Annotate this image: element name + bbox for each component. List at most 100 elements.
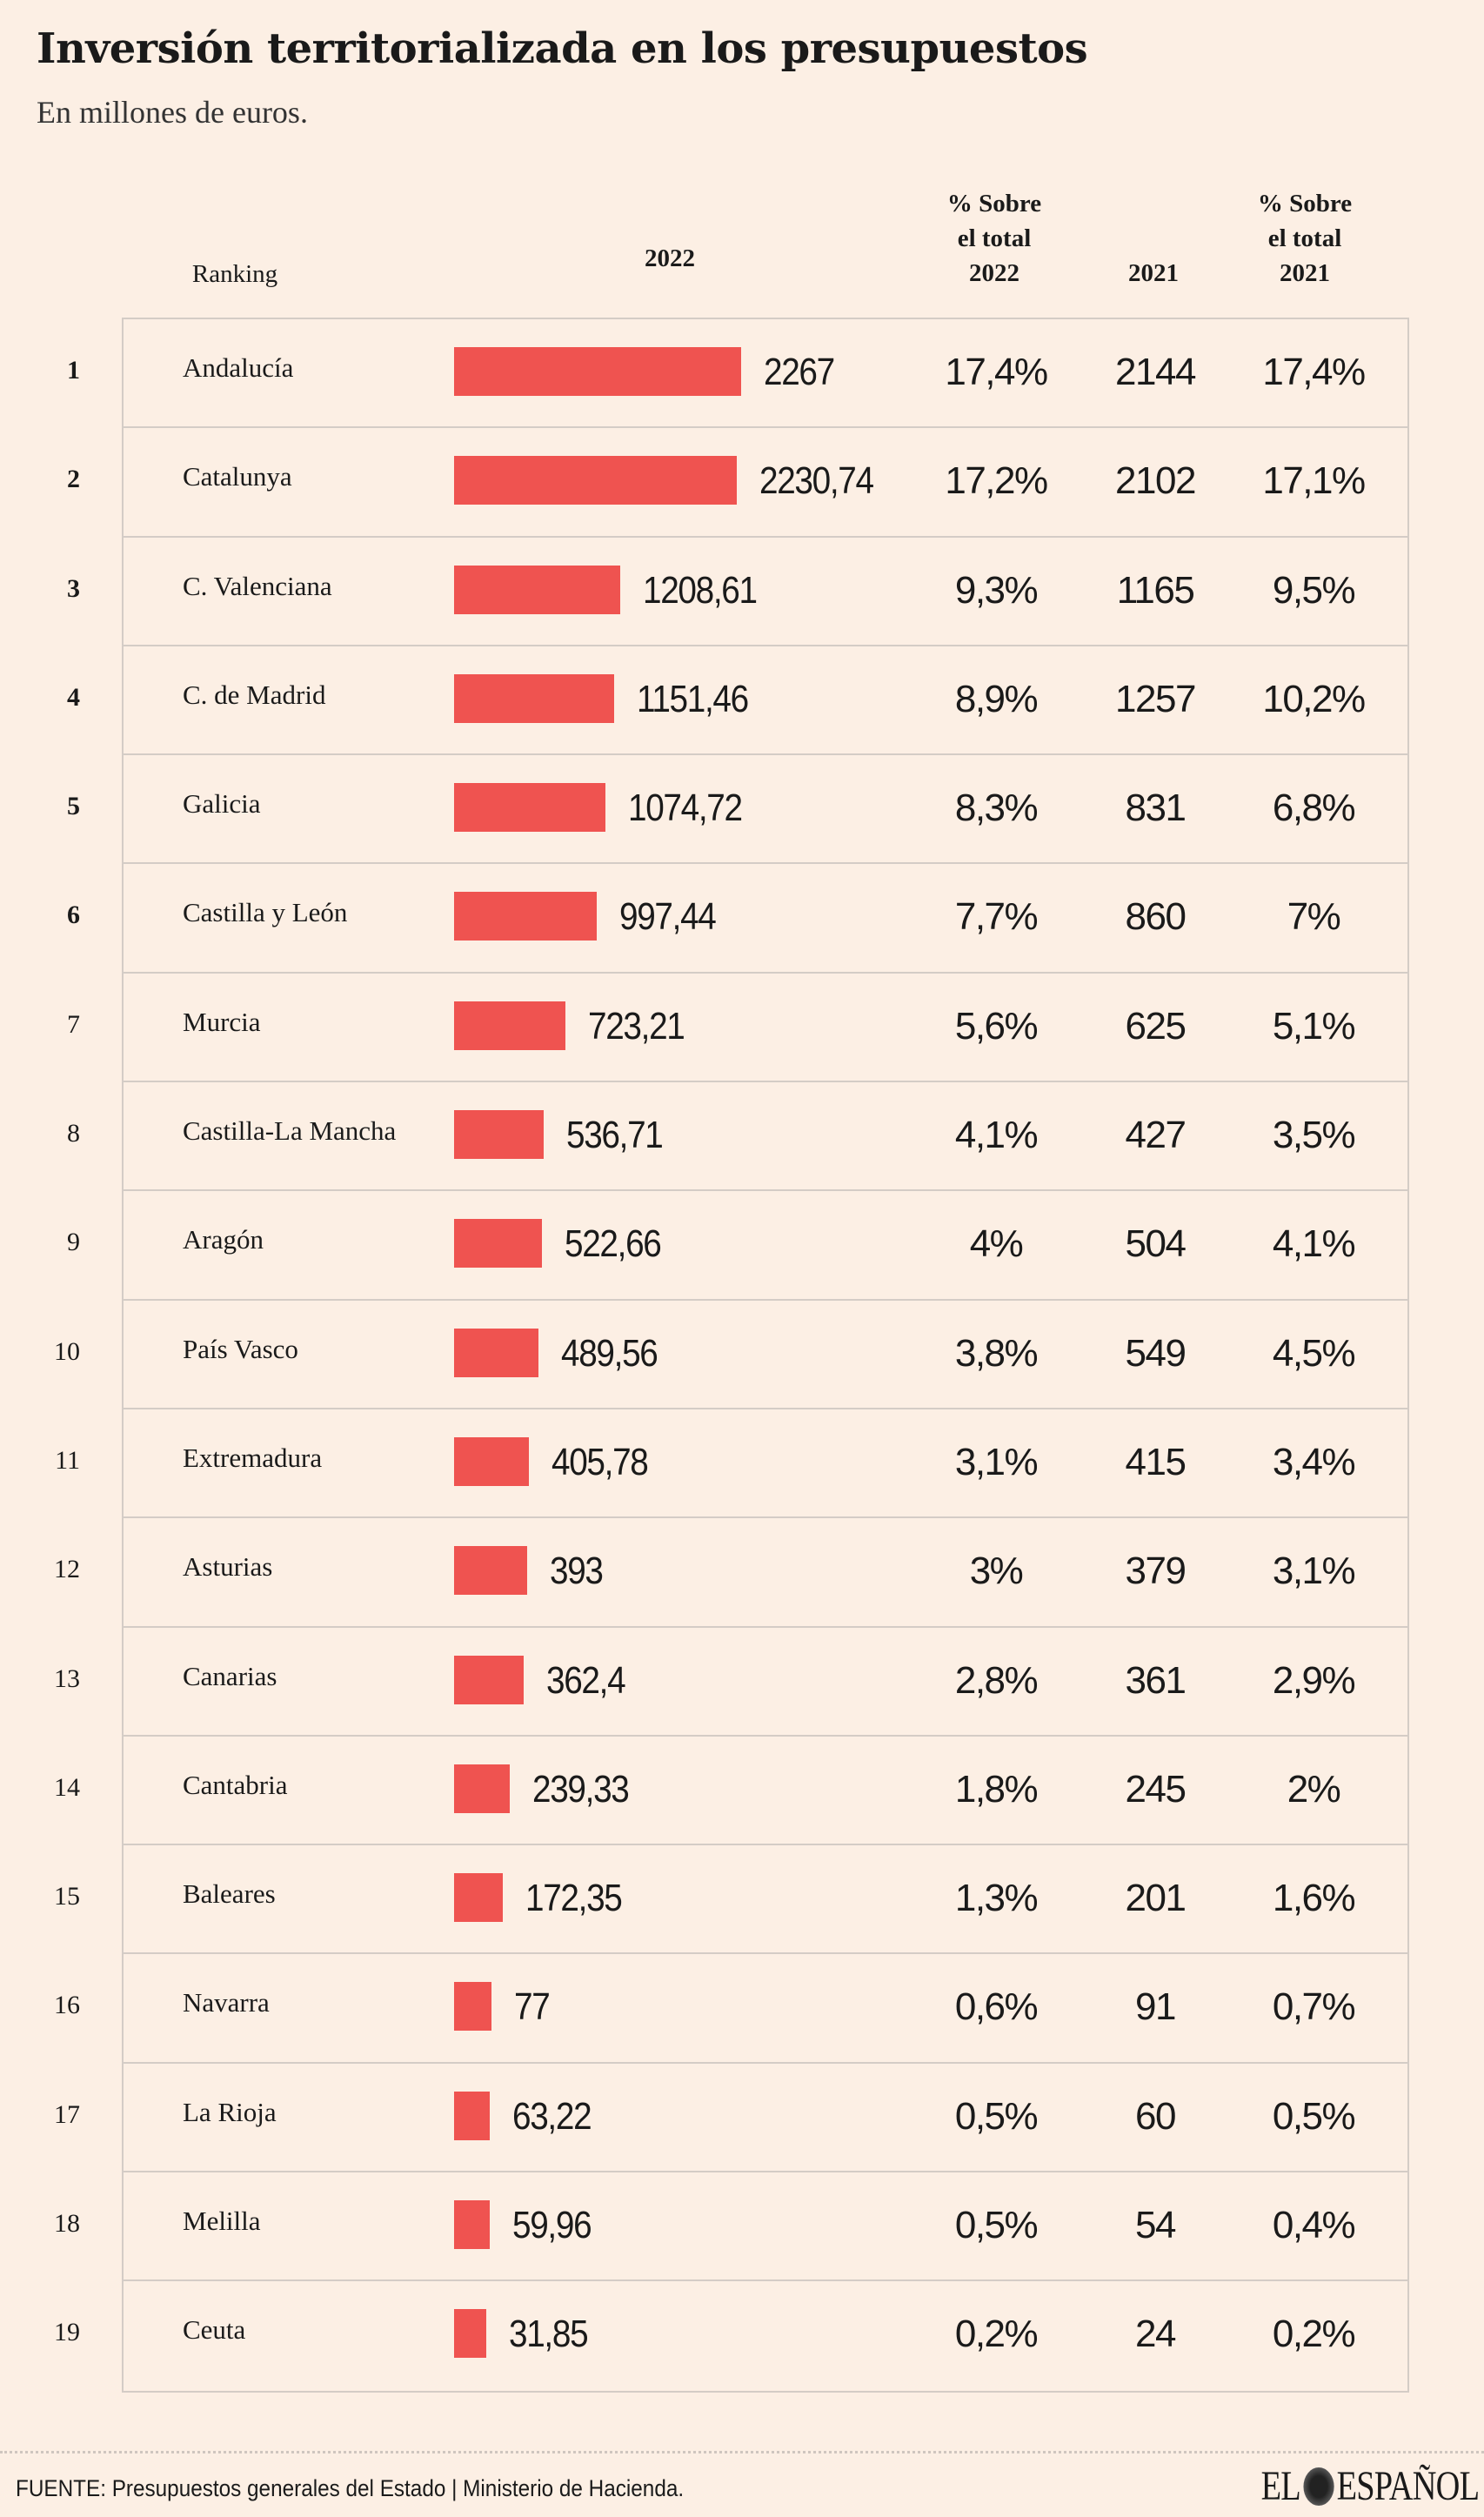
table-row: 5 Galicia 1074,72 8,3% 831 6,8% bbox=[67, 755, 1407, 865]
value-2021: 427 bbox=[1125, 1114, 1187, 1157]
region-name: Baleares bbox=[183, 1878, 276, 1910]
pct-2022: 1,8% bbox=[954, 1767, 1039, 1811]
pct-2022: 0,6% bbox=[954, 1985, 1039, 2029]
bar-2022 bbox=[454, 456, 738, 505]
region-name: Canarias bbox=[183, 1660, 277, 1691]
header-line: el total bbox=[1267, 224, 1342, 252]
region-name: Murcia bbox=[183, 1006, 261, 1037]
pct-2022: 0,5% bbox=[954, 2094, 1039, 2138]
value-2021: 91 bbox=[1135, 1985, 1176, 2029]
pct-2021: 1,6% bbox=[1272, 1877, 1356, 1920]
pct-2022: 8,9% bbox=[954, 677, 1039, 720]
value-2022: 1208,61 bbox=[643, 568, 758, 612]
table-row: 15 Baleares 172,35 1,3% 201 1,6% bbox=[54, 1845, 1407, 1955]
rank-number: 8 bbox=[67, 1119, 80, 1148]
value-2022: 77 bbox=[514, 1985, 551, 2029]
table-row: 1 Andalucía 2267 17,4% 2144 17,4% bbox=[67, 319, 1407, 429]
value-2022: 63,22 bbox=[512, 2094, 592, 2138]
pct-2021: 3,5% bbox=[1272, 1114, 1356, 1157]
pct-2022: 4,1% bbox=[954, 1114, 1039, 1157]
value-2021: 415 bbox=[1125, 1440, 1187, 1483]
rank-number: 2 bbox=[67, 465, 80, 494]
pct-2021: 0,7% bbox=[1272, 1985, 1356, 2029]
header-line: el total bbox=[957, 224, 1032, 252]
region-name: Aragón bbox=[183, 1224, 264, 1255]
pct-2021: 10,2% bbox=[1262, 677, 1366, 720]
rank-number: 15 bbox=[54, 1882, 80, 1911]
value-2022: 2267 bbox=[764, 351, 835, 393]
region-name: Castilla-La Mancha bbox=[183, 1115, 397, 1147]
value-2021: 1257 bbox=[1115, 677, 1196, 720]
source-note: FUENTE: Presupuestos generales del Estad… bbox=[16, 2475, 685, 2501]
bar-2022 bbox=[454, 2200, 490, 2250]
table-row: 4 C. de Madrid 1151,46 8,9% 1257 10,2% bbox=[67, 646, 1407, 756]
region-name: Castilla y León bbox=[183, 897, 348, 928]
bar-2022 bbox=[454, 1655, 525, 1704]
rank-number: 4 bbox=[67, 682, 80, 712]
rank-number: 14 bbox=[54, 1772, 80, 1802]
value-2022: 393 bbox=[550, 1550, 604, 1593]
bar-2022 bbox=[454, 1110, 545, 1160]
value-2022: 172,35 bbox=[525, 1877, 623, 1920]
logo-text-espanol: ESPAÑOL bbox=[1336, 2463, 1479, 2509]
pct-2021: 7% bbox=[1287, 895, 1341, 939]
region-name: Ceuta bbox=[183, 2314, 246, 2346]
pct-2021: 4,1% bbox=[1272, 1222, 1356, 1266]
value-2021: 361 bbox=[1125, 1658, 1187, 1702]
value-2021: 245 bbox=[1125, 1767, 1187, 1811]
header-line: % Sobre bbox=[946, 190, 1042, 218]
pct-2021: 3,4% bbox=[1272, 1440, 1356, 1483]
region-name: País Vasco bbox=[183, 1333, 298, 1364]
chart-title: Inversión territorializada en los presup… bbox=[37, 24, 1088, 73]
region-name: Asturias bbox=[183, 1551, 273, 1583]
value-2021: 201 bbox=[1125, 1877, 1187, 1920]
pct-2021: 9,5% bbox=[1272, 568, 1356, 612]
table-row: 7 Murcia 723,21 5,6% 625 5,1% bbox=[67, 974, 1407, 1083]
bar-2022 bbox=[454, 1982, 492, 2032]
rank-number: 3 bbox=[67, 573, 80, 603]
rank-number: 6 bbox=[67, 900, 80, 930]
pct-2021: 0,2% bbox=[1272, 2313, 1356, 2356]
value-2022: 31,85 bbox=[509, 2313, 589, 2356]
header-2022: 2022 bbox=[645, 244, 695, 272]
bar-2022 bbox=[454, 565, 621, 614]
value-2022: 405,78 bbox=[551, 1440, 649, 1483]
value-2021: 860 bbox=[1125, 895, 1187, 939]
bar-2022 bbox=[454, 1436, 530, 1486]
table-row: 16 Navarra 77 0,6% 91 0,7% bbox=[54, 1954, 1407, 2064]
region-name: Galicia bbox=[183, 788, 261, 820]
table-row: 3 C. Valenciana 1208,61 9,3% 1165 9,5% bbox=[67, 538, 1407, 646]
pct-2022: 3,8% bbox=[954, 1331, 1039, 1375]
rank-number: 17 bbox=[54, 2099, 80, 2129]
table-row: 2 Catalunya 2230,74 17,2% 2102 17,1% bbox=[67, 428, 1407, 538]
value-2022: 1074,72 bbox=[627, 787, 743, 830]
pct-2022: 4% bbox=[969, 1222, 1024, 1266]
header-line: 2021 bbox=[1280, 259, 1330, 287]
bar-2022 bbox=[454, 1764, 511, 1813]
value-2021: 24 bbox=[1135, 2313, 1176, 2356]
pct-2021: 0,4% bbox=[1272, 2204, 1356, 2247]
pct-2022: 5,6% bbox=[954, 1004, 1039, 1048]
pct-2022: 17,4% bbox=[945, 351, 1048, 393]
value-2021: 60 bbox=[1135, 2094, 1176, 2138]
bar-2022 bbox=[454, 1001, 565, 1050]
value-2021: 2102 bbox=[1115, 459, 1196, 503]
rank-number: 10 bbox=[54, 1336, 80, 1366]
bar-2022 bbox=[454, 1219, 543, 1269]
region-name: Extremadura bbox=[183, 1442, 323, 1473]
bar-2022 bbox=[454, 673, 614, 723]
bar-2022 bbox=[454, 1873, 503, 1923]
pct-2022: 0,5% bbox=[954, 2204, 1039, 2247]
pct-2021: 5,1% bbox=[1272, 1004, 1356, 1048]
value-2022: 362,4 bbox=[546, 1658, 626, 1702]
region-name: Catalunya bbox=[183, 461, 292, 492]
pct-2021: 17,4% bbox=[1262, 351, 1366, 393]
value-2021: 504 bbox=[1125, 1222, 1187, 1266]
value-2022: 723,21 bbox=[587, 1004, 685, 1048]
value-2021: 625 bbox=[1125, 1004, 1187, 1048]
pct-2021: 2,9% bbox=[1272, 1658, 1356, 1702]
region-name: Andalucía bbox=[183, 352, 294, 383]
value-2022: 997,44 bbox=[618, 895, 717, 939]
pct-2022: 8,3% bbox=[954, 787, 1039, 830]
value-2022: 536,71 bbox=[566, 1114, 664, 1157]
